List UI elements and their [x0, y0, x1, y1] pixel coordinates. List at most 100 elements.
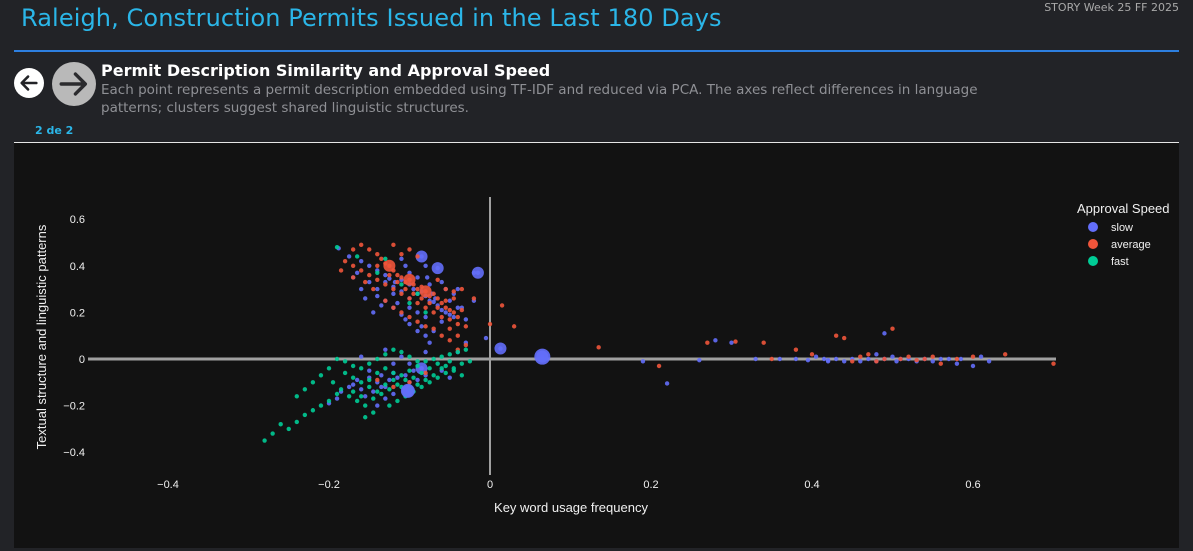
point-fast[interactable] — [302, 412, 308, 418]
point-fast[interactable] — [379, 391, 384, 397]
point-average[interactable] — [407, 296, 412, 301]
point-fast[interactable] — [423, 310, 428, 315]
point-fast[interactable] — [375, 389, 380, 394]
point-slow[interactable] — [882, 331, 887, 336]
point-average[interactable] — [761, 340, 766, 345]
point-slow-large[interactable] — [471, 266, 484, 279]
point-slow[interactable] — [391, 291, 396, 296]
point-slow[interactable] — [391, 391, 396, 397]
point-fast[interactable] — [399, 373, 404, 378]
point-average[interactable] — [451, 310, 456, 315]
point-average[interactable] — [842, 335, 847, 341]
point-average-large[interactable] — [403, 273, 416, 286]
legend[interactable]: Approval Speed slow average fast — [1077, 201, 1170, 268]
point-fast[interactable] — [326, 398, 332, 404]
point-slow[interactable] — [640, 359, 646, 364]
back-button[interactable] — [14, 68, 44, 98]
point-fast[interactable] — [350, 363, 356, 369]
point-average[interactable] — [375, 251, 380, 257]
point-average[interactable] — [367, 272, 372, 278]
point-slow[interactable] — [383, 396, 388, 401]
point-fast[interactable] — [463, 347, 469, 352]
point-slow[interactable] — [363, 394, 368, 399]
point-slow[interactable] — [359, 258, 364, 264]
point-slow[interactable] — [423, 349, 428, 355]
point-fast[interactable] — [359, 366, 364, 371]
point-fast[interactable] — [395, 398, 400, 404]
point-average[interactable] — [403, 286, 408, 292]
point-average[interactable] — [383, 282, 388, 287]
point-fast[interactable] — [270, 431, 275, 436]
point-average[interactable] — [447, 307, 452, 313]
point-fast[interactable] — [359, 394, 364, 399]
point-average[interactable] — [455, 321, 460, 327]
point-fast[interactable] — [391, 377, 396, 383]
point-slow[interactable] — [359, 387, 364, 392]
forward-button[interactable] — [52, 62, 96, 106]
point-slow[interactable] — [399, 354, 404, 359]
point-slow[interactable] — [415, 275, 420, 280]
point-slow[interactable] — [399, 256, 404, 262]
point-average[interactable] — [793, 347, 799, 352]
point-fast[interactable] — [447, 359, 452, 364]
point-fast[interactable] — [383, 382, 388, 387]
point-slow[interactable] — [407, 305, 412, 310]
point-fast[interactable] — [359, 380, 364, 385]
point-average[interactable] — [443, 305, 448, 310]
point-fast[interactable] — [342, 370, 348, 376]
point-average[interactable] — [407, 380, 412, 385]
point-slow[interactable] — [379, 384, 384, 390]
point-average[interactable] — [399, 251, 404, 257]
point-fast[interactable] — [427, 380, 432, 385]
point-average[interactable] — [882, 356, 887, 362]
point-average[interactable] — [447, 326, 452, 331]
point-slow[interactable] — [890, 354, 895, 359]
legend-item-slow[interactable]: slow — [1088, 222, 1133, 234]
point-average[interactable] — [371, 286, 376, 292]
point-slow[interactable] — [713, 338, 718, 343]
point-fast[interactable] — [383, 352, 388, 357]
point-fast[interactable] — [310, 380, 316, 385]
point-slow[interactable] — [334, 396, 340, 401]
point-slow[interactable] — [395, 300, 400, 306]
point-fast[interactable] — [387, 387, 392, 392]
point-average[interactable] — [431, 310, 436, 315]
point-fast[interactable] — [294, 394, 299, 399]
point-average[interactable] — [439, 300, 444, 306]
point-fast[interactable] — [375, 270, 380, 275]
point-average[interactable] — [395, 279, 400, 285]
point-slow[interactable] — [415, 310, 420, 315]
point-fast[interactable] — [431, 356, 436, 362]
point-fast[interactable] — [431, 373, 436, 378]
point-average[interactable] — [391, 305, 396, 310]
point-average[interactable] — [419, 296, 424, 301]
point-average[interactable] — [455, 333, 460, 338]
point-slow[interactable] — [423, 333, 428, 338]
point-slow[interactable] — [375, 286, 380, 292]
point-average[interactable] — [342, 258, 348, 264]
chart-panel[interactable]: −0.4 −0.2 0 0.2 0.4 0.6 0.6 0.4 0.2 0 −0.2 −0.4 Ke… — [14, 143, 1179, 548]
point-slow[interactable] — [350, 382, 356, 387]
point-average[interactable] — [363, 279, 368, 285]
point-fast[interactable] — [435, 375, 440, 380]
point-slow[interactable] — [346, 254, 352, 259]
point-average[interactable] — [733, 339, 738, 344]
point-average[interactable] — [463, 342, 469, 348]
point-fast[interactable] — [395, 382, 400, 387]
point-slow[interactable] — [359, 354, 364, 359]
point-average[interactable] — [451, 296, 456, 301]
point-average[interactable] — [705, 340, 710, 345]
point-slow[interactable] — [407, 361, 412, 366]
point-average-large[interactable] — [419, 285, 432, 298]
point-slow[interactable] — [411, 368, 416, 373]
point-average[interactable] — [399, 291, 404, 296]
point-average[interactable] — [399, 310, 404, 315]
point-slow[interactable] — [439, 307, 444, 313]
point-average[interactable] — [443, 286, 448, 292]
point-fast[interactable] — [419, 370, 424, 376]
point-average[interactable] — [435, 277, 440, 282]
point-average[interactable] — [898, 356, 903, 362]
point-fast[interactable] — [419, 384, 424, 390]
point-fast[interactable] — [354, 254, 360, 259]
point-fast[interactable] — [334, 356, 340, 362]
